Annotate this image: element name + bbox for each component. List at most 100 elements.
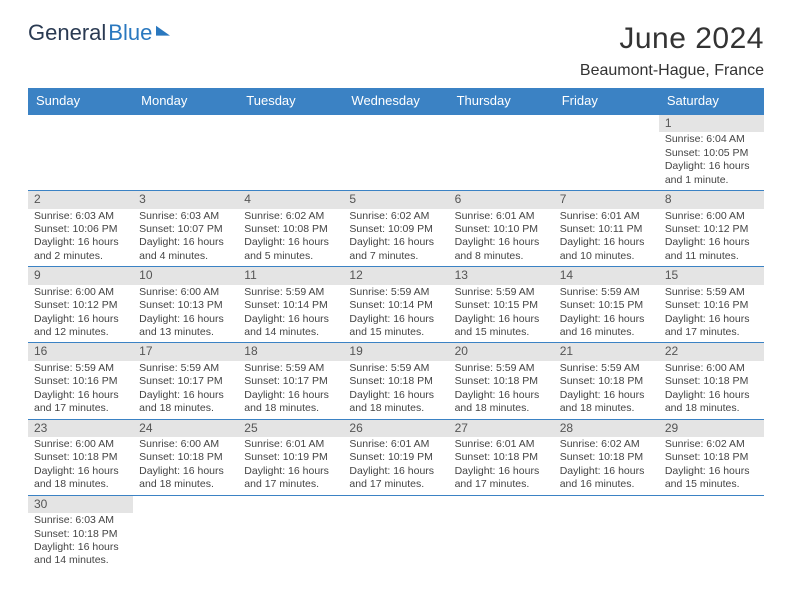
sunset-text: Sunset: 10:12 PM [665, 223, 758, 236]
day-cell: 17Sunrise: 5:59 AMSunset: 10:17 PMDaylig… [133, 342, 238, 418]
daylight-text: Daylight: 16 hours and 17 minutes. [244, 465, 337, 492]
sunrise-text: Sunrise: 6:00 AM [665, 362, 758, 375]
sunset-text: Sunset: 10:10 PM [455, 223, 548, 236]
calendar-cell: 6Sunrise: 6:01 AMSunset: 10:10 PMDayligh… [449, 190, 554, 266]
calendar-cell: 17Sunrise: 5:59 AMSunset: 10:17 PMDaylig… [133, 342, 238, 418]
day-body: Sunrise: 6:01 AMSunset: 10:19 PMDaylight… [343, 437, 448, 495]
day-cell: 13Sunrise: 5:59 AMSunset: 10:15 PMDaylig… [449, 266, 554, 342]
day-number: 28 [554, 420, 659, 437]
daylight-text: Daylight: 16 hours and 18 minutes. [244, 389, 337, 416]
sunrise-text: Sunrise: 6:01 AM [244, 438, 337, 451]
daylight-text: Daylight: 16 hours and 15 minutes. [349, 313, 442, 340]
day-body: Sunrise: 6:03 AMSunset: 10:07 PMDaylight… [133, 209, 238, 267]
day-number: 16 [28, 343, 133, 360]
calendar-header-row: SundayMondayTuesdayWednesdayThursdayFrid… [28, 88, 764, 114]
calendar-cell: 9Sunrise: 6:00 AMSunset: 10:12 PMDayligh… [28, 266, 133, 342]
sunset-text: Sunset: 10:14 PM [244, 299, 337, 312]
daylight-text: Daylight: 16 hours and 1 minute. [665, 160, 758, 187]
weekday-header: Tuesday [238, 88, 343, 114]
daylight-text: Daylight: 16 hours and 14 minutes. [34, 541, 127, 568]
sunrise-text: Sunrise: 6:00 AM [665, 210, 758, 223]
day-number: 15 [659, 267, 764, 284]
day-body: Sunrise: 6:03 AMSunset: 10:06 PMDaylight… [28, 209, 133, 267]
day-number: 18 [238, 343, 343, 360]
day-body: Sunrise: 6:00 AMSunset: 10:18 PMDaylight… [28, 437, 133, 495]
sunset-text: Sunset: 10:16 PM [665, 299, 758, 312]
weekday-header: Sunday [28, 88, 133, 114]
day-number: 24 [133, 420, 238, 437]
empty-cell [238, 495, 343, 567]
weekday-header: Saturday [659, 88, 764, 114]
day-number: 29 [659, 420, 764, 437]
daylight-text: Daylight: 16 hours and 18 minutes. [349, 389, 442, 416]
sunset-text: Sunset: 10:18 PM [665, 451, 758, 464]
table-row: 9Sunrise: 6:00 AMSunset: 10:12 PMDayligh… [28, 266, 764, 342]
daylight-text: Daylight: 16 hours and 8 minutes. [455, 236, 548, 263]
calendar-cell: 29Sunrise: 6:02 AMSunset: 10:18 PMDaylig… [659, 419, 764, 495]
sunset-text: Sunset: 10:07 PM [139, 223, 232, 236]
empty-cell [554, 495, 659, 567]
sunrise-text: Sunrise: 6:02 AM [349, 210, 442, 223]
sunset-text: Sunset: 10:19 PM [349, 451, 442, 464]
day-cell: 6Sunrise: 6:01 AMSunset: 10:10 PMDayligh… [449, 190, 554, 266]
weekday-header: Wednesday [343, 88, 448, 114]
day-number: 17 [133, 343, 238, 360]
day-body: Sunrise: 5:59 AMSunset: 10:16 PMDaylight… [28, 361, 133, 419]
weekday-header: Friday [554, 88, 659, 114]
sunrise-text: Sunrise: 6:03 AM [34, 210, 127, 223]
daylight-text: Daylight: 16 hours and 16 minutes. [560, 465, 653, 492]
day-number: 1 [659, 115, 764, 132]
day-number: 27 [449, 420, 554, 437]
day-number: 11 [238, 267, 343, 284]
sunrise-text: Sunrise: 6:00 AM [139, 438, 232, 451]
day-body: Sunrise: 5:59 AMSunset: 10:18 PMDaylight… [449, 361, 554, 419]
empty-cell [28, 114, 133, 186]
weekday-header: Thursday [449, 88, 554, 114]
sunset-text: Sunset: 10:19 PM [244, 451, 337, 464]
calendar-cell: 13Sunrise: 5:59 AMSunset: 10:15 PMDaylig… [449, 266, 554, 342]
sunset-text: Sunset: 10:06 PM [34, 223, 127, 236]
day-number: 2 [28, 191, 133, 208]
calendar-cell: 14Sunrise: 5:59 AMSunset: 10:15 PMDaylig… [554, 266, 659, 342]
calendar-cell: 15Sunrise: 5:59 AMSunset: 10:16 PMDaylig… [659, 266, 764, 342]
sunrise-text: Sunrise: 5:59 AM [455, 286, 548, 299]
day-number: 13 [449, 267, 554, 284]
sunset-text: Sunset: 10:08 PM [244, 223, 337, 236]
calendar-cell [343, 114, 448, 190]
daylight-text: Daylight: 16 hours and 18 minutes. [34, 465, 127, 492]
day-cell: 14Sunrise: 5:59 AMSunset: 10:15 PMDaylig… [554, 266, 659, 342]
day-cell: 3Sunrise: 6:03 AMSunset: 10:07 PMDayligh… [133, 190, 238, 266]
calendar-cell: 12Sunrise: 5:59 AMSunset: 10:14 PMDaylig… [343, 266, 448, 342]
sunset-text: Sunset: 10:18 PM [455, 451, 548, 464]
day-number: 10 [133, 267, 238, 284]
day-cell: 8Sunrise: 6:00 AMSunset: 10:12 PMDayligh… [659, 190, 764, 266]
daylight-text: Daylight: 16 hours and 2 minutes. [34, 236, 127, 263]
day-cell: 29Sunrise: 6:02 AMSunset: 10:18 PMDaylig… [659, 419, 764, 495]
calendar-cell: 20Sunrise: 5:59 AMSunset: 10:18 PMDaylig… [449, 342, 554, 418]
daylight-text: Daylight: 16 hours and 17 minutes. [34, 389, 127, 416]
sunset-text: Sunset: 10:18 PM [34, 528, 127, 541]
day-number: 22 [659, 343, 764, 360]
daylight-text: Daylight: 16 hours and 15 minutes. [665, 465, 758, 492]
sunrise-text: Sunrise: 5:59 AM [560, 362, 653, 375]
day-body: Sunrise: 5:59 AMSunset: 10:17 PMDaylight… [133, 361, 238, 419]
sunset-text: Sunset: 10:18 PM [560, 451, 653, 464]
calendar-cell: 23Sunrise: 6:00 AMSunset: 10:18 PMDaylig… [28, 419, 133, 495]
calendar-cell: 25Sunrise: 6:01 AMSunset: 10:19 PMDaylig… [238, 419, 343, 495]
sunset-text: Sunset: 10:18 PM [560, 375, 653, 388]
day-number: 5 [343, 191, 448, 208]
day-cell: 18Sunrise: 5:59 AMSunset: 10:17 PMDaylig… [238, 342, 343, 418]
empty-cell [449, 495, 554, 567]
sunrise-text: Sunrise: 5:59 AM [349, 362, 442, 375]
calendar-cell: 16Sunrise: 5:59 AMSunset: 10:16 PMDaylig… [28, 342, 133, 418]
sunrise-text: Sunrise: 6:01 AM [455, 438, 548, 451]
weekday-header: Monday [133, 88, 238, 114]
sunrise-text: Sunrise: 5:59 AM [560, 286, 653, 299]
sunset-text: Sunset: 10:16 PM [34, 375, 127, 388]
day-number: 21 [554, 343, 659, 360]
sunset-text: Sunset: 10:05 PM [665, 147, 758, 160]
day-number: 19 [343, 343, 448, 360]
sunrise-text: Sunrise: 6:00 AM [34, 286, 127, 299]
day-cell: 30Sunrise: 6:03 AMSunset: 10:18 PMDaylig… [28, 495, 133, 571]
day-body: Sunrise: 5:59 AMSunset: 10:14 PMDaylight… [238, 285, 343, 343]
